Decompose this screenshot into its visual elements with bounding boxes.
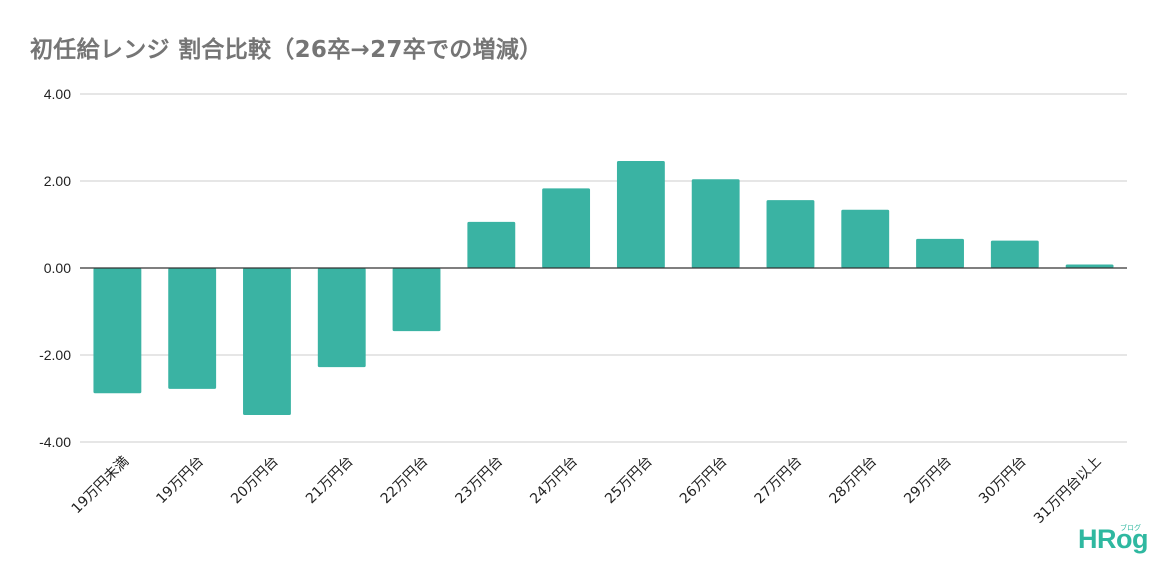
bar <box>766 200 815 268</box>
x-tick-labels: 19万円未満 19万円台 20万円台 21万円台 22万円台 23万円台 24万円台 25万円… <box>69 454 1105 527</box>
logo-text: HRog <box>1078 524 1148 554</box>
bars-layer <box>93 160 1114 416</box>
chart-title: 初任給レンジ 割合比較（26卒→27卒での増減） <box>30 37 543 63</box>
bar <box>841 209 890 268</box>
y-tick-label: -4.00 <box>39 434 71 450</box>
bar <box>317 268 366 368</box>
x-tick-label: 19万円未満 <box>69 454 133 518</box>
x-tick-label: 30万円台 <box>976 454 1030 508</box>
bar <box>542 188 591 268</box>
bar <box>168 268 217 389</box>
hrog-logo: HRog ブログ <box>1078 520 1150 560</box>
bar <box>691 179 740 268</box>
x-tick-label: 25万円台 <box>602 454 656 508</box>
logo-subtext: ブログ <box>1120 524 1141 532</box>
bar <box>93 268 142 394</box>
bar <box>916 238 964 268</box>
bar <box>990 240 1039 268</box>
bar <box>616 160 665 268</box>
x-tick-label: 31万円台以上 <box>1031 454 1104 527</box>
x-tick-label: 24万円台 <box>527 454 581 508</box>
y-tick-labels: 4.00 2.00 0.00 -2.00 -4.00 <box>39 86 71 450</box>
y-tick-label: 2.00 <box>44 173 71 189</box>
x-tick-label: 28万円台 <box>826 454 880 508</box>
x-tick-label: 19万円台 <box>153 454 207 508</box>
bar <box>392 268 441 332</box>
bar <box>1065 264 1114 268</box>
bar <box>243 268 291 416</box>
bar <box>467 221 516 268</box>
x-tick-label: 29万円台 <box>901 454 955 508</box>
x-tick-label: 21万円台 <box>303 454 357 508</box>
x-tick-label: 23万円台 <box>453 454 507 508</box>
x-tick-label: 20万円台 <box>228 454 282 508</box>
y-tick-label: 4.00 <box>44 86 71 102</box>
x-tick-label: 22万円台 <box>378 454 432 508</box>
x-tick-label: 27万円台 <box>752 454 806 508</box>
x-tick-label: 26万円台 <box>677 454 731 508</box>
y-tick-label: 0.00 <box>44 260 71 276</box>
y-tick-label: -2.00 <box>39 347 71 363</box>
